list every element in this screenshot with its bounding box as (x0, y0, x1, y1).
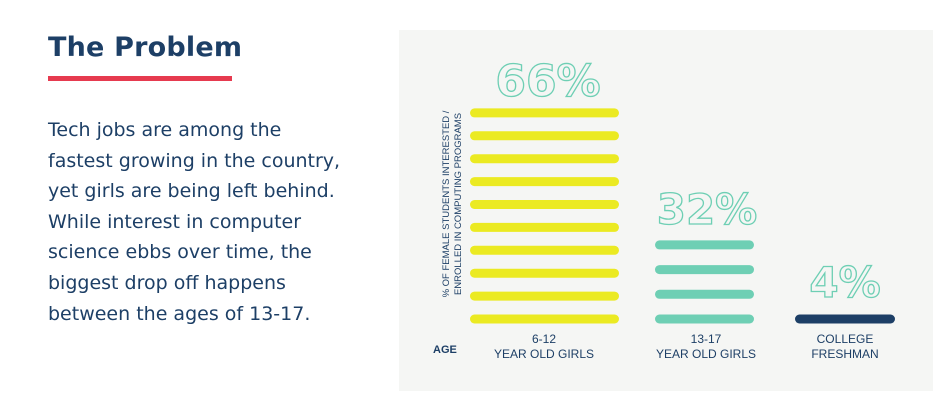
intro-line: While interest in computer (48, 210, 302, 233)
x-tick-label: 6-12 (532, 332, 556, 346)
title-underline (48, 76, 232, 81)
page-title: The Problem (48, 32, 243, 63)
bar-stripe (470, 154, 619, 164)
bar-stripe (795, 314, 895, 324)
x-tick-label: 13-17 (691, 332, 722, 346)
x-axis-title: AGE (433, 344, 457, 356)
bar-stripe (655, 314, 754, 324)
chart-panel: % OF FEMALE STUDENTS INTERESTED / ENROLL… (399, 30, 933, 391)
bar-stripe (655, 240, 754, 250)
bar-stripe (470, 245, 619, 255)
intro-line: biggest drop off happens (48, 271, 286, 294)
bar-chart: % OF FEMALE STUDENTS INTERESTED / ENROLL… (433, 55, 895, 361)
intro-line: fastest growing in the country, (48, 149, 341, 172)
bar-stripe (470, 222, 619, 232)
bar-stripe (470, 200, 619, 209)
bar-stripe (470, 314, 619, 324)
intro-line: between the ages of 13-17. (48, 302, 311, 325)
bar-stripe (655, 265, 754, 275)
bar-stripe (470, 108, 619, 118)
y-axis-title-line: % OF FEMALE STUDENTS INTERESTED / (441, 110, 452, 297)
intro-line: Tech jobs are among the (48, 119, 282, 141)
y-axis-title-line: ENROLLED IN COMPUTING PROGRAMS (453, 113, 464, 295)
x-tick-label: YEAR OLD GIRLS (494, 347, 594, 361)
x-tick-label: FRESHMAN (811, 347, 878, 361)
intro-line: yet girls are being left behind. (48, 180, 335, 203)
y-axis-title: % OF FEMALE STUDENTS INTERESTED / ENROLL… (441, 110, 464, 297)
data-label: 66% (495, 56, 600, 107)
intro-paragraph: Tech jobs are among the fastest growing … (48, 115, 383, 329)
bar-g1317 (655, 240, 754, 324)
x-tick-label: COLLEGE (817, 332, 874, 346)
data-label: 32% (657, 185, 758, 234)
bar-college (795, 314, 895, 324)
bar-stripe (470, 131, 619, 141)
x-tick-label: YEAR OLD GIRLS (656, 347, 756, 361)
bar-stripe (470, 177, 619, 187)
bar-stripe (470, 268, 619, 278)
data-label: 4% (809, 258, 880, 307)
bar-stripe (470, 291, 619, 301)
bar-g612 (470, 108, 619, 324)
bar-stripe (655, 289, 754, 299)
intro-line: science ebbs over time, the (48, 241, 312, 264)
